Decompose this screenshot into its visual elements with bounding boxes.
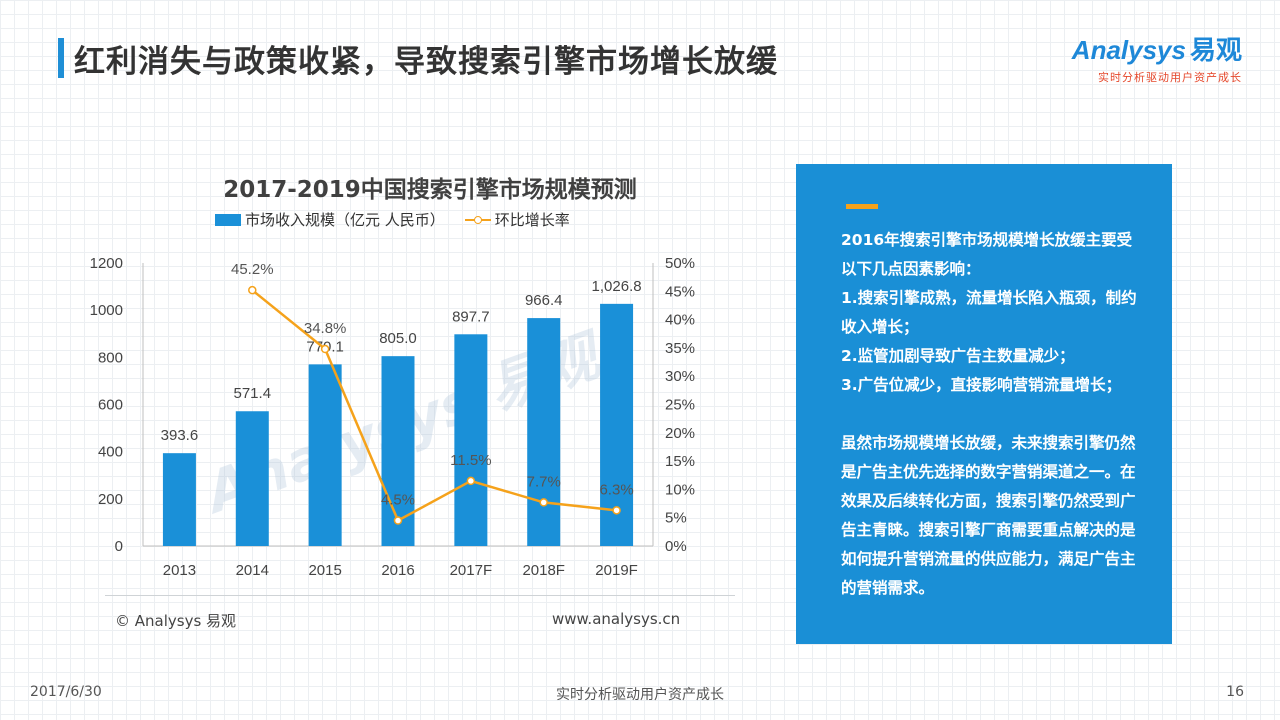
chart-plot: 0 200 400 600 800 1000 1200 0% 5% 10% 15% 20% 25% 30%… bbox=[90, 255, 695, 579]
growth-rate-line bbox=[251, 289, 617, 523]
bar-value-label: 1,026.8 bbox=[592, 278, 642, 295]
chart-title: 2017-2019中国搜索引擎市场规模预测 bbox=[223, 177, 637, 203]
logo-brand-en: Analysys bbox=[1071, 35, 1186, 65]
y-tick-left-label: 1200 bbox=[90, 255, 123, 272]
panel-line: 3.广告位减少，直接影响营销流量增长； bbox=[841, 376, 1122, 394]
title-accent-bar bbox=[58, 38, 64, 78]
panel-accent-bar bbox=[846, 204, 878, 209]
x-tick-label: 2019F bbox=[595, 562, 638, 579]
y-tick-left-label: 600 bbox=[98, 397, 123, 414]
y-tick-right-label: 20% bbox=[665, 425, 695, 442]
bar-value-label: 393.6 bbox=[161, 427, 199, 444]
analysys-logo: Analysys 易观 实时分析驱动用户资产成长 bbox=[1072, 30, 1242, 85]
bar-2019F bbox=[600, 303, 634, 546]
growth-point-2015 bbox=[320, 344, 330, 354]
y-tick-right-label: 25% bbox=[665, 397, 695, 414]
y-tick-right-label: 40% bbox=[665, 312, 695, 329]
panel-line: 2.监管加剧导致广告主数量减少； bbox=[841, 347, 1075, 365]
bar-2014 bbox=[235, 411, 269, 546]
y-tick-right-label: 5% bbox=[665, 510, 687, 527]
x-tick-label: 2015 bbox=[308, 562, 341, 579]
growth-point-2017F bbox=[466, 476, 476, 486]
growth-value-label: 4.5% bbox=[381, 492, 415, 509]
panel-spacer bbox=[841, 400, 1146, 429]
x-tick-label: 2018F bbox=[522, 562, 565, 579]
bar-value-label: 897.7 bbox=[452, 308, 490, 325]
y-tick-left-label: 0 bbox=[115, 538, 123, 555]
chart-website: www.analysys.cn bbox=[552, 610, 681, 628]
bar-value-label: 805.0 bbox=[379, 330, 417, 347]
market-size-chart: Analysys 易观 2017-2019中国搜索引擎市场规模预测 市场收入规模… bbox=[60, 160, 740, 640]
growth-point-2019F bbox=[612, 506, 621, 515]
footer-date: 2017/6/30 bbox=[30, 684, 102, 700]
legend-line: 环比增长率 bbox=[464, 209, 570, 230]
page-title: 红利消失与政策收紧，导致搜索引擎市场增长放缓 bbox=[74, 44, 778, 80]
x-tick-label: 2017F bbox=[450, 562, 493, 579]
y-tick-right-label: 35% bbox=[665, 340, 695, 357]
legend-bar: 市场收入规模（亿元 人民币） bbox=[215, 209, 445, 230]
growth-point-2014 bbox=[248, 285, 257, 295]
x-tick-label: 2013 bbox=[163, 562, 196, 579]
legend-bar-label: 市场收入规模（亿元 人民币） bbox=[245, 211, 445, 229]
growth-value-label: 6.3% bbox=[599, 481, 633, 498]
panel-paragraph: 虽然市场规模增长放缓，未来搜索引擎仍然是广告主优先选择的数字营销渠道之一。在效果… bbox=[841, 434, 1136, 597]
x-tick-label: 2016 bbox=[381, 562, 414, 579]
bar-2018F bbox=[527, 318, 561, 546]
y-tick-right-label: 10% bbox=[665, 481, 695, 498]
bar-2015 bbox=[308, 364, 342, 546]
bar-value-label: 966.4 bbox=[525, 292, 563, 309]
logo-brand-cn: 易观 bbox=[1189, 35, 1242, 65]
panel-text: 2016年搜索引擎市场规模增长放缓主要受以下几点因素影响： 1.搜索引擎成熟，流… bbox=[841, 226, 1146, 603]
y-tick-right-label: 30% bbox=[665, 368, 695, 385]
y-tick-right-label: 0% bbox=[665, 538, 687, 555]
bar-value-label: 571.4 bbox=[234, 385, 272, 402]
y-tick-left-label: 400 bbox=[98, 444, 123, 461]
growth-value-label: 7.7% bbox=[527, 473, 561, 490]
growth-value-label: 45.2% bbox=[231, 261, 274, 278]
y-tick-right-label: 15% bbox=[665, 453, 695, 470]
y-tick-left-label: 1000 bbox=[90, 302, 123, 319]
legend-bar-swatch bbox=[215, 213, 241, 226]
y-tick-right-label: 45% bbox=[665, 283, 695, 300]
growth-point-2016 bbox=[393, 516, 403, 525]
legend-line-swatch bbox=[464, 214, 491, 226]
y-tick-left-label: 800 bbox=[98, 349, 123, 366]
x-tick-label: 2014 bbox=[236, 562, 269, 579]
page-number: 16 bbox=[1226, 684, 1244, 700]
insight-panel: 2016年搜索引擎市场规模增长放缓主要受以下几点因素影响： 1.搜索引擎成熟，流… bbox=[796, 164, 1172, 644]
bar-2017F bbox=[454, 334, 488, 546]
chart-legend: 市场收入规模（亿元 人民币） 环比增长率 bbox=[215, 209, 570, 230]
chart-source: © Analysys 易观 bbox=[115, 612, 237, 630]
panel-line: 1.搜索引擎成熟，流量增长陷入瓶颈，制约收入增长； bbox=[841, 289, 1137, 336]
logo-brand: Analysys 易观 bbox=[1072, 30, 1242, 67]
growth-value-label: 34.8% bbox=[304, 320, 347, 337]
y-tick-right-label: 50% bbox=[665, 255, 695, 272]
chart-divider bbox=[105, 595, 735, 596]
panel-line: 2016年搜索引擎市场规模增长放缓主要受以下几点因素影响： bbox=[841, 231, 1133, 278]
growth-value-label: 11.5% bbox=[450, 452, 491, 469]
footer-slogan: 实时分析驱动用户资产成长 bbox=[556, 687, 724, 703]
growth-point-2018F bbox=[539, 498, 548, 507]
logo-tagline: 实时分析驱动用户资产成长 bbox=[1098, 71, 1242, 84]
legend-line-label: 环比增长率 bbox=[494, 211, 570, 229]
y-tick-left-label: 200 bbox=[98, 491, 123, 508]
bar-2013 bbox=[162, 453, 196, 546]
